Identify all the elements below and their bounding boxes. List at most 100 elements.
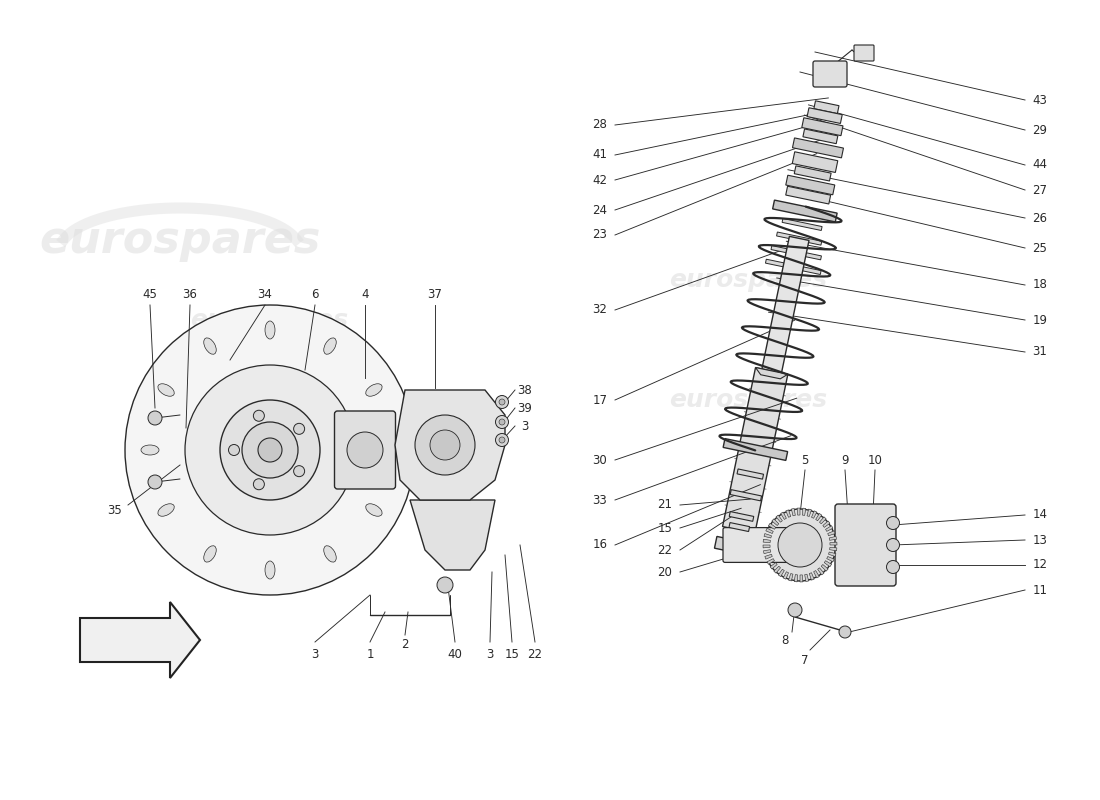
Ellipse shape (204, 546, 217, 562)
Circle shape (499, 419, 505, 425)
Polygon shape (779, 570, 784, 577)
Polygon shape (785, 175, 835, 194)
Text: 27: 27 (1033, 183, 1047, 197)
Polygon shape (769, 523, 776, 530)
Circle shape (242, 422, 298, 478)
Text: 41: 41 (593, 149, 607, 162)
Text: 22: 22 (528, 649, 542, 662)
Circle shape (887, 517, 900, 530)
Text: 39: 39 (518, 402, 532, 414)
Text: 32: 32 (593, 303, 607, 317)
Circle shape (788, 603, 802, 617)
Polygon shape (800, 575, 803, 582)
Circle shape (495, 434, 508, 446)
Text: 25: 25 (1033, 242, 1047, 254)
Polygon shape (723, 438, 788, 461)
Circle shape (148, 411, 162, 425)
Circle shape (430, 430, 460, 460)
Text: 35: 35 (108, 503, 122, 517)
Text: 42: 42 (593, 174, 607, 186)
Polygon shape (802, 118, 843, 136)
Ellipse shape (323, 338, 337, 354)
Polygon shape (781, 512, 786, 519)
Polygon shape (395, 390, 505, 500)
Text: 23: 23 (593, 229, 607, 242)
Circle shape (437, 577, 453, 593)
Text: 17: 17 (593, 394, 607, 406)
Text: 24: 24 (593, 203, 607, 217)
Text: 15: 15 (658, 522, 672, 534)
Polygon shape (777, 232, 822, 245)
Text: 7: 7 (801, 654, 808, 666)
Polygon shape (783, 572, 789, 579)
Polygon shape (764, 534, 771, 538)
Circle shape (764, 509, 836, 581)
Polygon shape (802, 508, 806, 515)
Circle shape (253, 410, 264, 422)
Ellipse shape (265, 321, 275, 339)
Polygon shape (792, 152, 838, 173)
Text: 18: 18 (1033, 278, 1047, 291)
Ellipse shape (158, 504, 174, 516)
Polygon shape (829, 536, 836, 540)
Text: 5: 5 (801, 454, 808, 466)
Polygon shape (763, 545, 770, 548)
Text: 45: 45 (143, 289, 157, 302)
Polygon shape (827, 557, 834, 562)
Text: 13: 13 (1033, 534, 1047, 546)
Polygon shape (763, 550, 771, 554)
Ellipse shape (158, 384, 174, 396)
Polygon shape (816, 514, 822, 521)
Text: 36: 36 (183, 289, 197, 302)
Polygon shape (812, 511, 817, 518)
Polygon shape (766, 528, 773, 534)
Circle shape (495, 395, 508, 409)
Circle shape (148, 475, 162, 489)
Polygon shape (791, 509, 795, 516)
Polygon shape (776, 515, 782, 522)
Circle shape (887, 538, 900, 551)
Ellipse shape (365, 384, 382, 396)
Text: 12: 12 (1033, 558, 1047, 571)
Text: 37: 37 (428, 289, 442, 302)
Text: 20: 20 (658, 566, 672, 578)
Polygon shape (828, 552, 836, 557)
Polygon shape (807, 509, 812, 517)
Polygon shape (715, 537, 756, 556)
Polygon shape (763, 539, 770, 542)
Polygon shape (771, 246, 822, 260)
Circle shape (253, 478, 264, 490)
Circle shape (294, 423, 305, 434)
Text: 38: 38 (518, 383, 532, 397)
Text: 15: 15 (505, 649, 519, 662)
Text: 29: 29 (1033, 123, 1047, 137)
Circle shape (346, 432, 383, 468)
Text: 30: 30 (593, 454, 607, 466)
Text: 22: 22 (658, 543, 672, 557)
Circle shape (778, 523, 822, 567)
Text: eurospares: eurospares (190, 308, 349, 332)
Polygon shape (820, 517, 826, 524)
Circle shape (495, 415, 508, 429)
Polygon shape (794, 574, 797, 582)
Polygon shape (756, 367, 788, 379)
Text: 19: 19 (1033, 314, 1047, 326)
Text: 8: 8 (781, 634, 789, 646)
Polygon shape (766, 259, 821, 274)
Polygon shape (814, 570, 820, 578)
Text: 26: 26 (1033, 211, 1047, 225)
Polygon shape (410, 500, 495, 570)
Polygon shape (773, 566, 781, 573)
Polygon shape (80, 602, 200, 678)
Ellipse shape (365, 504, 382, 516)
Text: eurospares: eurospares (669, 388, 827, 412)
Text: 9: 9 (842, 454, 849, 466)
FancyBboxPatch shape (723, 528, 802, 562)
Polygon shape (764, 554, 772, 559)
Text: eurospares: eurospares (669, 268, 827, 292)
Circle shape (415, 415, 475, 475)
Circle shape (499, 399, 505, 405)
Text: 33: 33 (593, 494, 607, 506)
Circle shape (185, 365, 355, 535)
Polygon shape (772, 200, 837, 222)
